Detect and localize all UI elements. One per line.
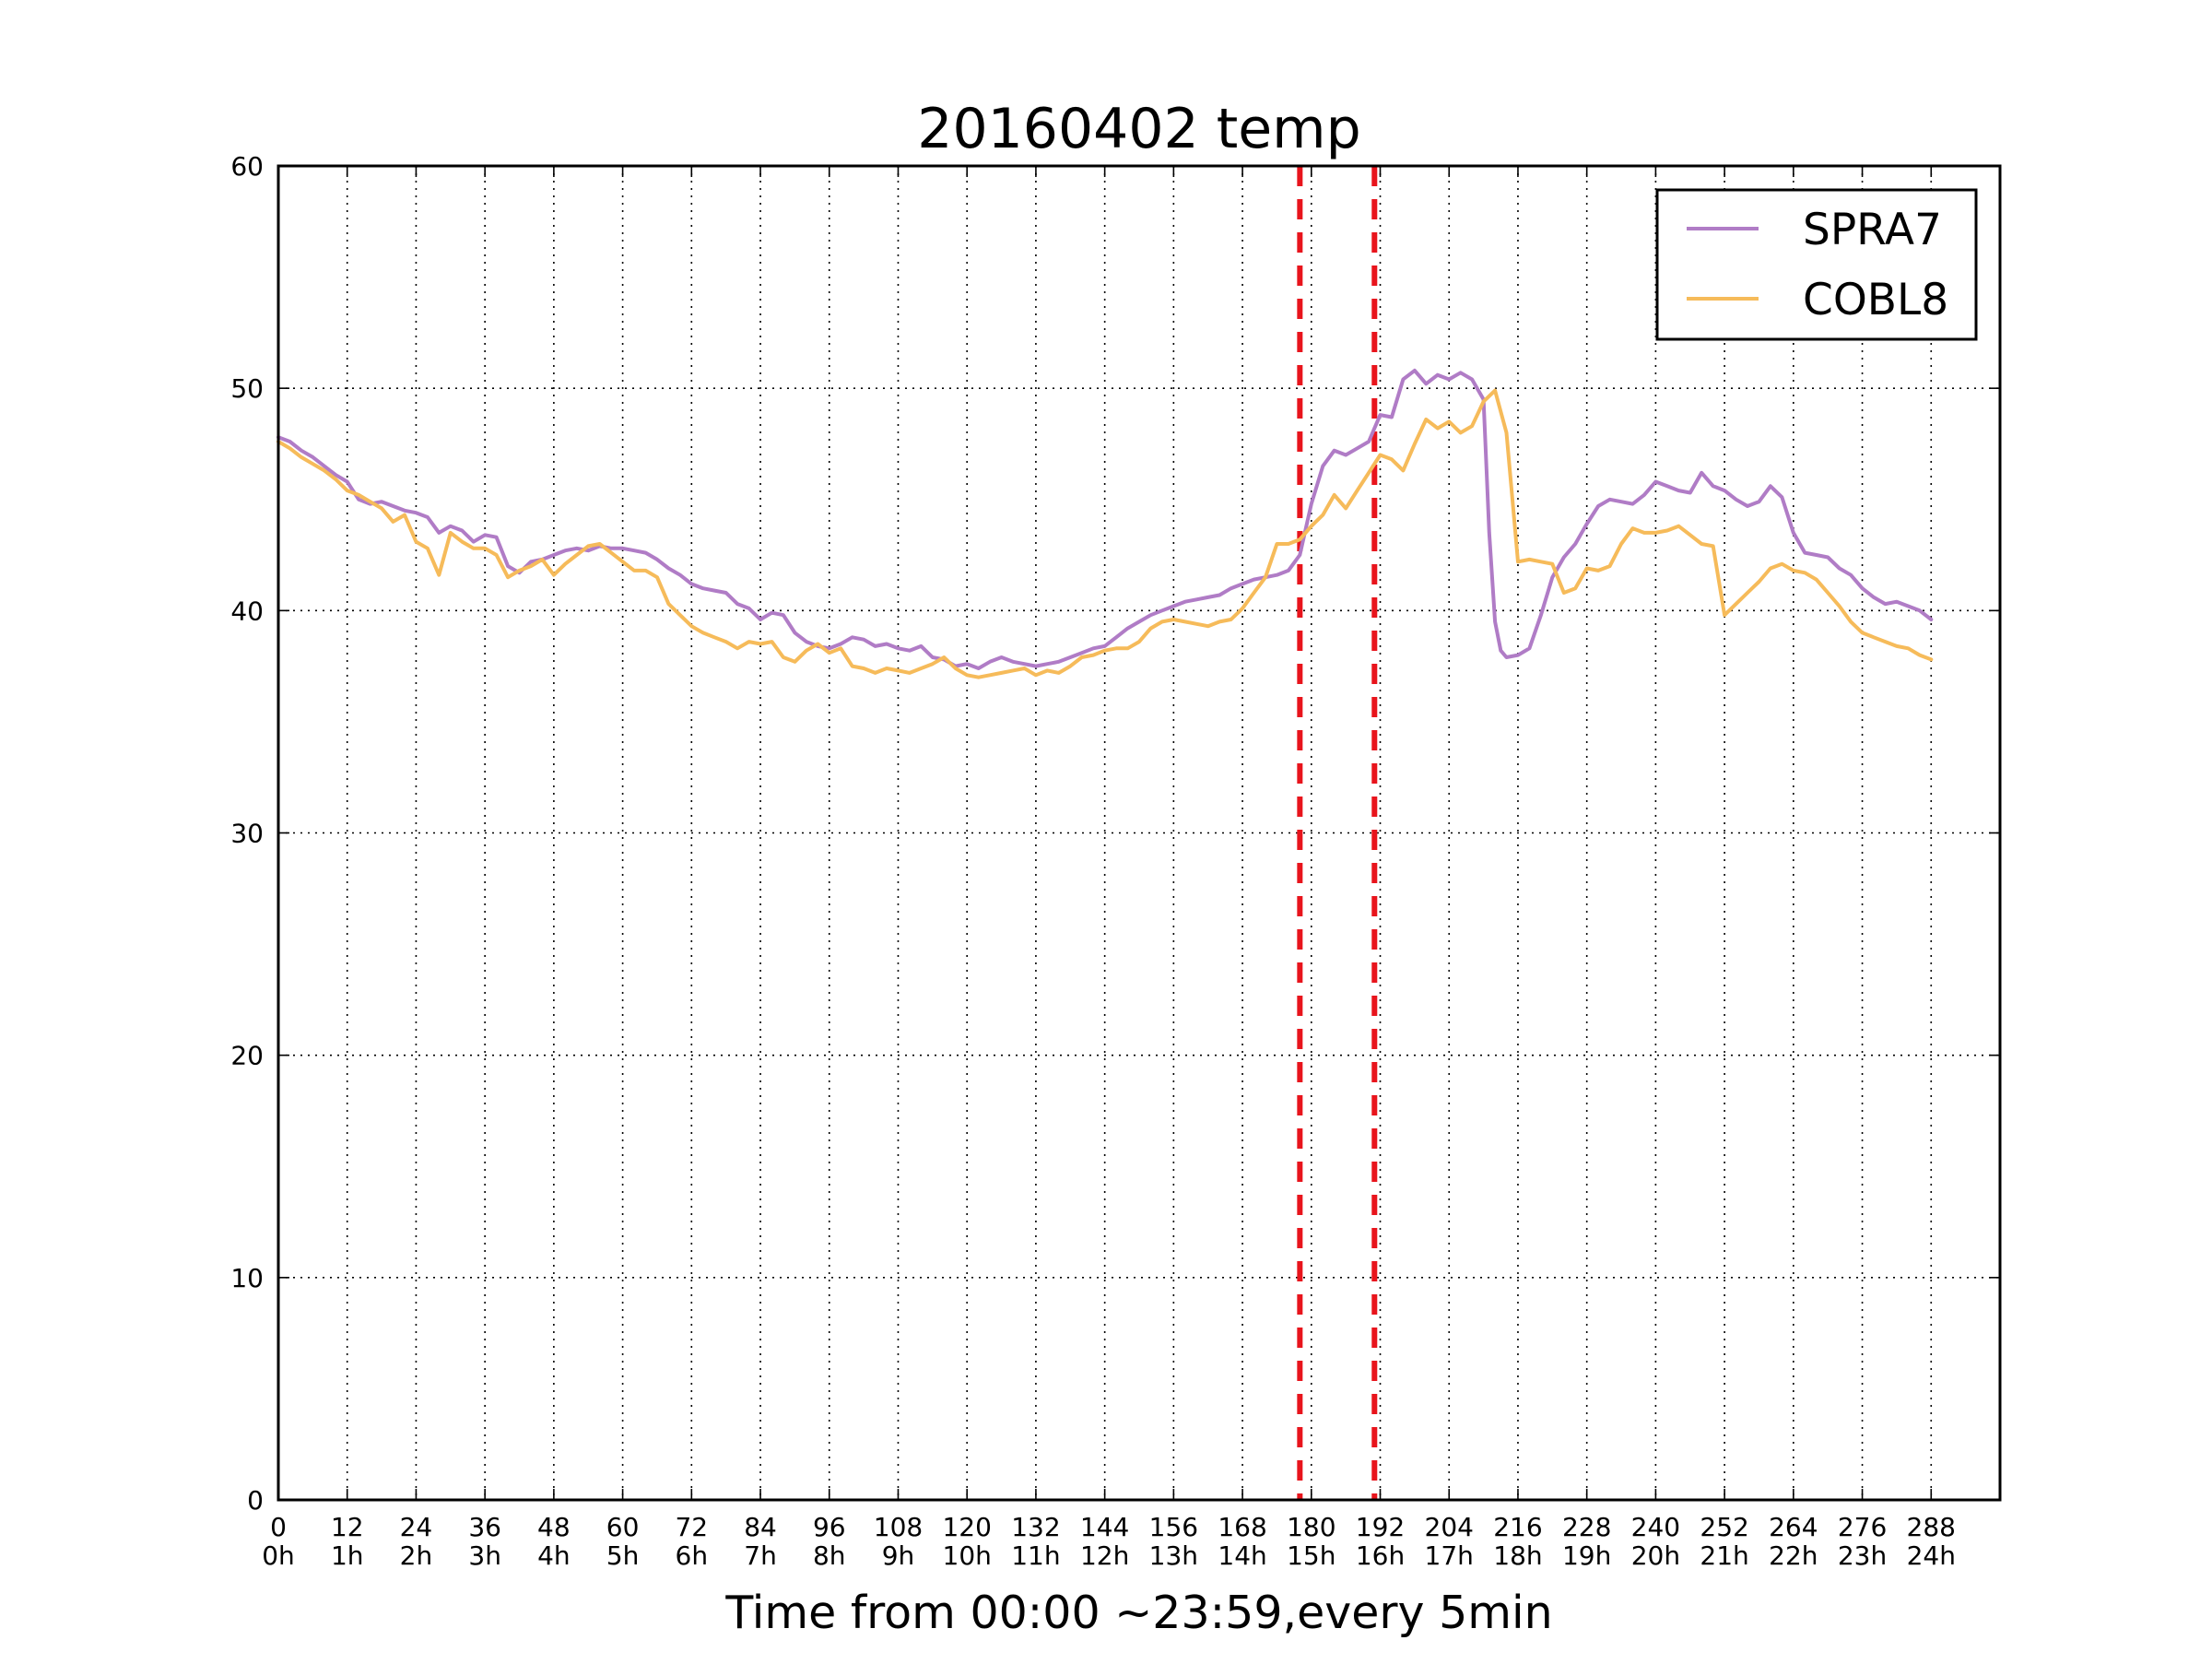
series-lines: [276, 368, 1934, 679]
chart-title: 20160402 temp: [917, 97, 1360, 161]
y-tick-label: 0: [247, 1485, 264, 1516]
x-tick-label: 264: [1769, 1512, 1818, 1542]
x-tick-label: 168: [1218, 1512, 1266, 1542]
x-tick-sublabel: 5h: [606, 1540, 640, 1571]
x-tick-label: 120: [942, 1512, 991, 1542]
x-tick-sublabel: 16h: [1356, 1540, 1405, 1571]
x-tick-label: 204: [1425, 1512, 1474, 1542]
x-tick-sublabel: 10h: [943, 1540, 992, 1571]
x-tick-sublabel: 1h: [331, 1540, 364, 1571]
x-tick-label: 72: [675, 1512, 708, 1542]
x-tick-sublabel: 24h: [1907, 1540, 1956, 1571]
x-tick-label: 240: [1631, 1512, 1680, 1542]
x-tick-sublabel: 9h: [882, 1540, 915, 1571]
x-tick-sublabel: 3h: [468, 1540, 501, 1571]
x-tick-label: 252: [1700, 1512, 1748, 1542]
x-tick-label: 96: [813, 1512, 846, 1542]
x-tick-label: 0: [270, 1512, 287, 1542]
x-tick-sublabel: 11h: [1011, 1540, 1060, 1571]
x-tick-label: 36: [468, 1512, 501, 1542]
x-tick-label: 12: [331, 1512, 364, 1542]
y-tick-label: 60: [230, 151, 264, 182]
y-tick-label: 30: [230, 819, 264, 849]
x-tick-label: 180: [1287, 1512, 1335, 1542]
x-tick-sublabel: 4h: [537, 1540, 571, 1571]
x-tick-sublabel: 19h: [1562, 1540, 1611, 1571]
x-tick-label: 228: [1562, 1512, 1611, 1542]
x-tick-label: 60: [606, 1512, 640, 1542]
x-tick-sublabel: 15h: [1287, 1540, 1335, 1571]
x-tick-sublabel: 8h: [813, 1540, 846, 1571]
series-line-cobl8: [276, 388, 1934, 679]
x-tick-label: 276: [1838, 1512, 1887, 1542]
x-tick-sublabel: 6h: [676, 1540, 709, 1571]
x-tick-label: 84: [744, 1512, 777, 1542]
x-tick-label: 144: [1080, 1512, 1129, 1542]
x-tick-label: 24: [400, 1512, 433, 1542]
reference-lines: [1297, 166, 1378, 1500]
legend: SPRA7 COBL8: [1655, 188, 1978, 341]
x-tick-label: 192: [1356, 1512, 1405, 1542]
x-tick-label: 216: [1493, 1512, 1542, 1542]
y-tick-label: 20: [230, 1041, 264, 1071]
axis-ticks: 00h121h242h363h484h605h726h847h968h1089h…: [230, 151, 2000, 1571]
x-tick-sublabel: 0h: [262, 1540, 295, 1571]
y-tick-label: 50: [230, 373, 264, 404]
x-tick-label: 48: [537, 1512, 571, 1542]
x-tick-label: 288: [1907, 1512, 1956, 1542]
x-tick-sublabel: 21h: [1700, 1540, 1748, 1571]
x-tick-sublabel: 12h: [1080, 1540, 1129, 1571]
x-axis-label: Time from 00:00 ~23:59,every 5min: [724, 1587, 1552, 1639]
x-tick-sublabel: 7h: [744, 1540, 777, 1571]
x-tick-sublabel: 14h: [1218, 1540, 1266, 1571]
x-tick-sublabel: 23h: [1838, 1540, 1887, 1571]
x-tick-label: 108: [874, 1512, 923, 1542]
legend-label-spra7: SPRA7: [1803, 205, 1942, 255]
x-tick-sublabel: 2h: [400, 1540, 433, 1571]
legend-box: [1655, 188, 1978, 341]
x-tick-sublabel: 18h: [1493, 1540, 1542, 1571]
x-tick-label: 132: [1011, 1512, 1060, 1542]
y-tick-label: 40: [230, 596, 264, 626]
x-tick-label: 156: [1149, 1512, 1198, 1542]
grid-lines: [278, 166, 2000, 1500]
legend-label-cobl8: COBL8: [1803, 275, 1948, 325]
x-tick-sublabel: 17h: [1425, 1540, 1474, 1571]
x-tick-sublabel: 13h: [1149, 1540, 1198, 1571]
y-tick-label: 10: [230, 1263, 264, 1293]
series-line-spra7: [276, 368, 1934, 670]
x-tick-sublabel: 22h: [1769, 1540, 1818, 1571]
x-tick-sublabel: 20h: [1631, 1540, 1680, 1571]
